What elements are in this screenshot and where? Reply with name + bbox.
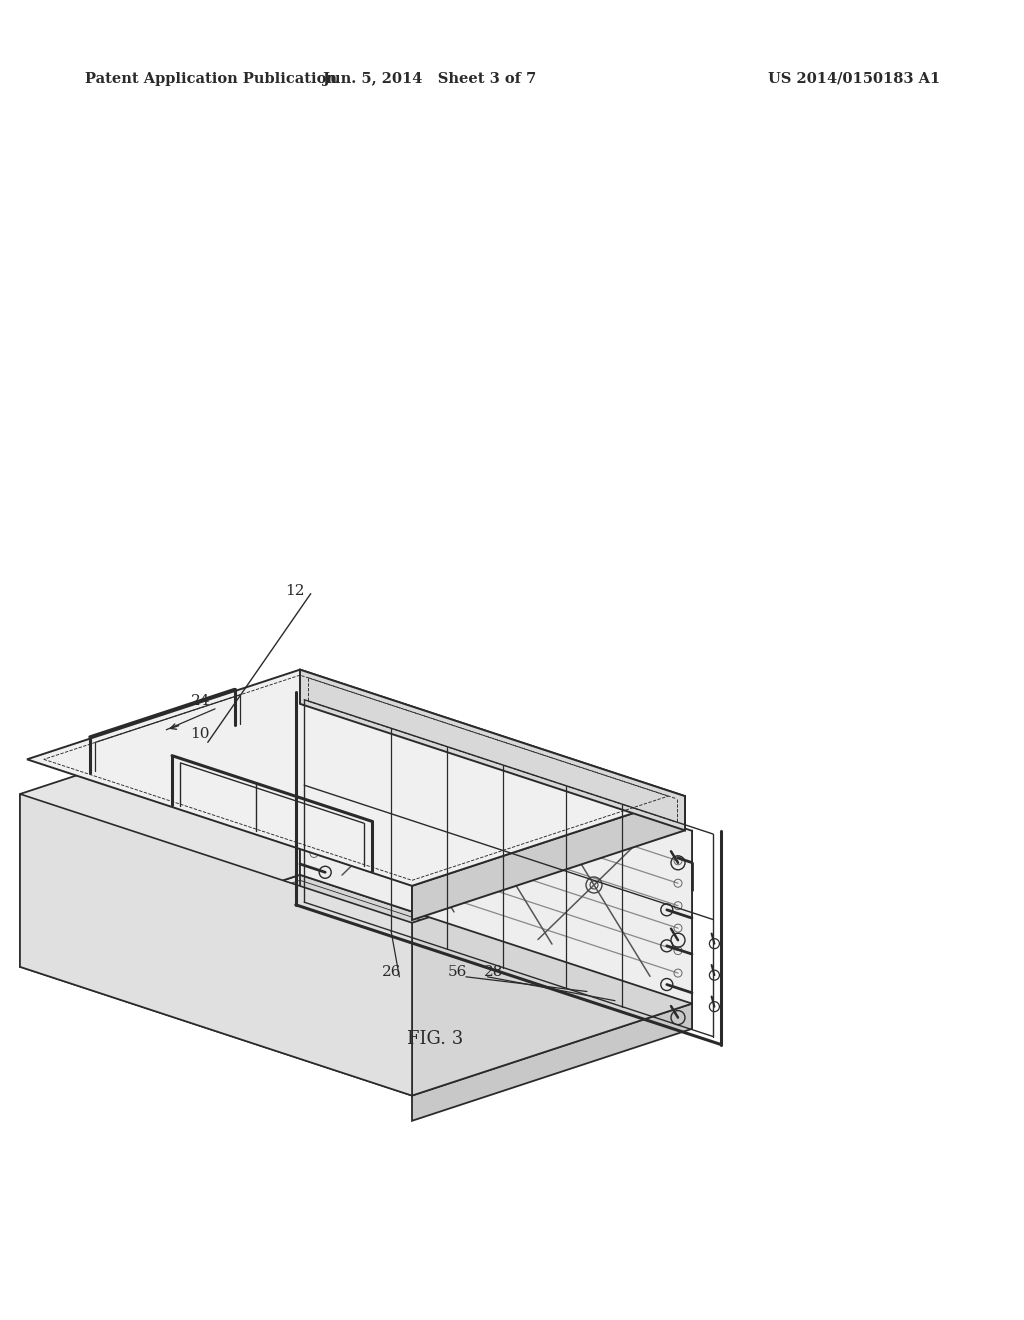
Text: 12: 12 bbox=[285, 585, 304, 598]
Polygon shape bbox=[20, 875, 692, 1096]
Polygon shape bbox=[412, 830, 692, 1096]
Text: FIG. 3: FIG. 3 bbox=[408, 1030, 463, 1048]
Text: 24: 24 bbox=[190, 694, 210, 708]
Polygon shape bbox=[412, 1003, 692, 1121]
Text: US 2014/0150183 A1: US 2014/0150183 A1 bbox=[768, 73, 940, 86]
Text: 26: 26 bbox=[382, 965, 401, 979]
Text: 10: 10 bbox=[190, 727, 210, 741]
Polygon shape bbox=[300, 702, 692, 1003]
Polygon shape bbox=[27, 669, 685, 886]
Text: Jun. 5, 2014   Sheet 3 of 7: Jun. 5, 2014 Sheet 3 of 7 bbox=[324, 73, 537, 86]
Text: 28: 28 bbox=[483, 965, 503, 979]
Polygon shape bbox=[412, 796, 685, 920]
Polygon shape bbox=[20, 795, 412, 1096]
Text: 56: 56 bbox=[449, 965, 468, 979]
Polygon shape bbox=[300, 875, 692, 1028]
Polygon shape bbox=[300, 669, 685, 830]
Text: Patent Application Publication: Patent Application Publication bbox=[85, 73, 337, 86]
Polygon shape bbox=[20, 702, 300, 966]
